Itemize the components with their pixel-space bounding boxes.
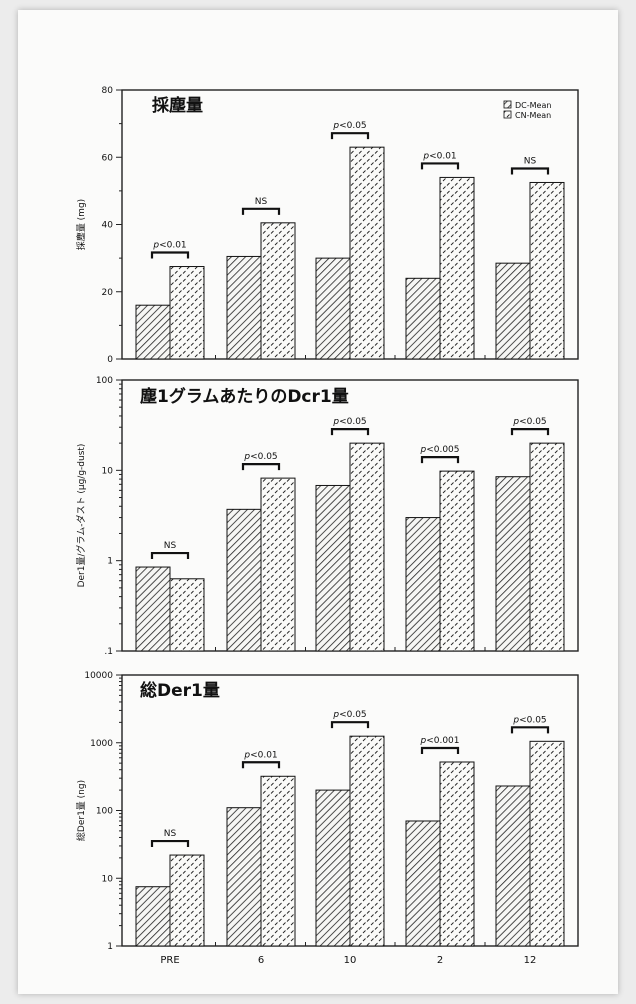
bar-dc-mean	[495, 785, 531, 947]
legend-label: CN-Mean	[515, 111, 551, 120]
y-tick-label: 1000	[90, 739, 113, 749]
significance-bracket	[510, 167, 550, 175]
significance-label: p<0.05	[332, 417, 366, 427]
y-tick-label: .1	[104, 647, 113, 657]
y-tick-label: 1	[107, 557, 113, 567]
significance-label: NS	[164, 541, 177, 551]
figure-svg: 0 20 40 60 80 採塵量 (mg) 採塵量 p<0.01 NS p<0.05 p<0.01…	[75, 86, 579, 966]
y-tick-label: 80	[102, 86, 114, 96]
bar-cn-mean	[439, 470, 475, 652]
bar-dc-mean	[405, 820, 441, 947]
x-tick-label: 10	[344, 955, 357, 966]
bar-dc-mean	[226, 807, 262, 947]
bar-dc-mean	[135, 886, 171, 947]
bar-cn-mean	[169, 854, 205, 947]
significance-label: p<0.001	[419, 736, 459, 746]
significance-label: p<0.05	[332, 121, 366, 131]
panel-title: 総Der1量	[140, 680, 220, 701]
bar-cn-mean	[260, 477, 296, 652]
bar-cn-mean	[439, 176, 475, 360]
bar-cn-mean	[349, 146, 385, 360]
bar-dc-mean	[405, 517, 441, 652]
y-tick-label: 100	[96, 376, 113, 386]
bar-cn-mean	[439, 761, 475, 947]
x-tick-label: 12	[524, 955, 537, 966]
bar-cn-mean	[529, 442, 565, 652]
significance-bracket	[330, 132, 370, 140]
bar-cn-mean	[169, 578, 205, 652]
significance-label: NS	[524, 156, 537, 166]
bar-dc-mean	[315, 789, 351, 947]
significance-bracket	[241, 463, 281, 471]
x-tick-label: 6	[258, 955, 264, 966]
y-tick-label: 20	[102, 288, 114, 298]
significance-bracket	[420, 162, 460, 170]
y-tick-label: 60	[102, 153, 114, 163]
y-axis-label: 採塵量 (mg)	[75, 199, 87, 250]
y-tick-label: 0	[107, 355, 113, 365]
significance-label: NS	[164, 829, 177, 839]
significance-label: p<0.01	[243, 750, 277, 760]
significance-bracket	[150, 551, 190, 560]
y-axis-label: 総Der1量 (ng)	[75, 780, 87, 841]
bar-dc-mean	[315, 484, 351, 652]
bar-cn-mean	[529, 740, 565, 947]
significance-bracket	[241, 207, 281, 215]
significance-label: p<0.05	[243, 452, 277, 462]
bar-dc-mean	[135, 304, 171, 360]
significance-bracket	[150, 251, 190, 259]
y-tick-label: 10000	[84, 671, 113, 681]
x-tick-label: PRE	[160, 955, 179, 966]
significance-label: p<0.01	[152, 241, 186, 251]
significance-label: p<0.01	[422, 151, 456, 161]
panel-title: 採塵量	[152, 95, 203, 116]
bar-cn-mean	[260, 775, 296, 947]
significance-bracket	[510, 428, 550, 436]
significance-label: NS	[255, 197, 268, 207]
bar-dc-mean	[495, 476, 531, 652]
x-tick-label: 2	[437, 955, 443, 966]
significance-bracket	[420, 746, 460, 754]
significance-bracket	[150, 839, 190, 848]
bar-cn-mean	[349, 442, 385, 652]
significance-label: p<0.05	[512, 715, 546, 725]
panel-title: 塵1グラムあたりのDcr1量	[140, 386, 349, 407]
y-tick-label: 100	[96, 807, 113, 817]
y-tick-label: 10	[102, 466, 114, 476]
y-tick-label: 1	[107, 942, 113, 952]
bar-dc-mean	[315, 257, 351, 360]
bar-dc-mean	[495, 262, 531, 360]
bar-dc-mean	[135, 566, 171, 652]
significance-bracket	[510, 726, 550, 734]
significance-bracket	[330, 721, 370, 729]
bar-cn-mean	[529, 181, 565, 360]
significance-label: p<0.005	[419, 445, 459, 455]
significance-label: p<0.05	[332, 710, 366, 720]
bar-cn-mean	[260, 222, 296, 360]
significance-bracket	[420, 456, 460, 464]
legend-swatch-cn	[503, 110, 512, 119]
y-axis-label: Der1量/グラム-ダスト (µg/g-dust)	[75, 444, 87, 588]
significance-bracket	[330, 428, 370, 436]
bar-cn-mean	[349, 735, 385, 947]
significance-bracket	[241, 761, 281, 769]
bar-dc-mean	[405, 277, 441, 360]
legend-swatch-dc	[503, 100, 512, 109]
bar-dc-mean	[226, 255, 262, 360]
scanned-page: 0 20 40 60 80 採塵量 (mg) 採塵量 p<0.01 NS p<0.05 p<0.01…	[18, 10, 618, 994]
y-tick-label: 10	[102, 874, 114, 884]
y-tick-label: 40	[102, 221, 114, 231]
bar-cn-mean	[169, 266, 205, 360]
legend-label: DC-Mean	[515, 101, 551, 110]
bar-dc-mean	[226, 508, 262, 652]
significance-label: p<0.05	[512, 417, 546, 427]
